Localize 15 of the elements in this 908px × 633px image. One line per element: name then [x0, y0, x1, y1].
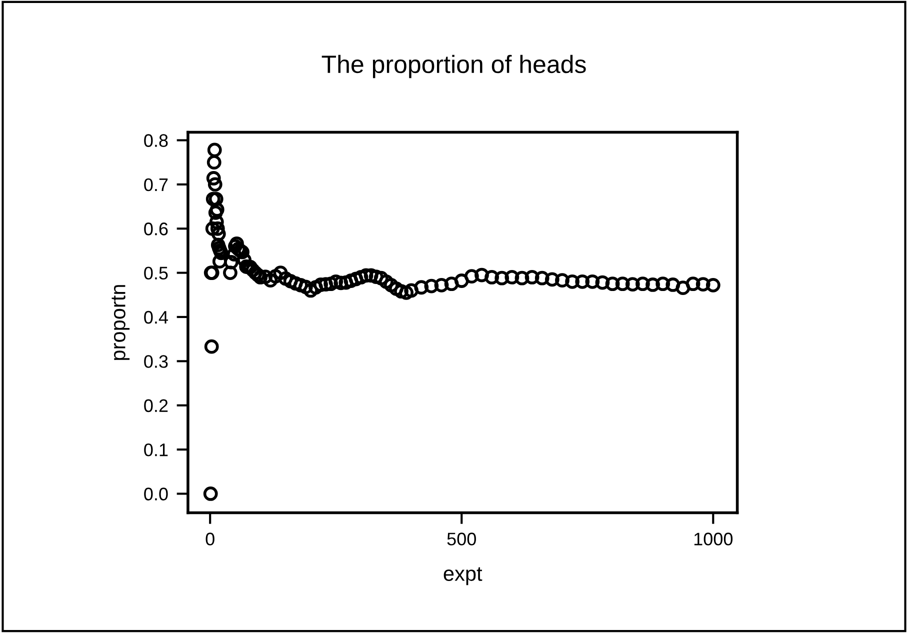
y-tick-label: 0.3 [144, 355, 168, 368]
y-tick-label: 0.5 [144, 266, 168, 280]
y-tick-label: 0.1 [144, 443, 168, 456]
y-tick-label: 0.8 [144, 134, 168, 147]
y-tick-label: 0.7 [144, 178, 168, 192]
x-axis-title: expt [444, 567, 482, 586]
y-tick-label: 0.2 [144, 399, 168, 412]
y-tick-label: 0.4 [144, 310, 168, 324]
y-axis-title: proportn [112, 285, 130, 360]
x-tick-label: 1000 [694, 532, 733, 546]
chart-title: The proportion of heads [322, 54, 586, 78]
y-tick-label: 0.6 [144, 222, 168, 236]
x-tick-label: 0 [206, 532, 214, 546]
y-tick-label: 0.0 [144, 488, 168, 500]
x-tick-label: 500 [447, 532, 476, 546]
